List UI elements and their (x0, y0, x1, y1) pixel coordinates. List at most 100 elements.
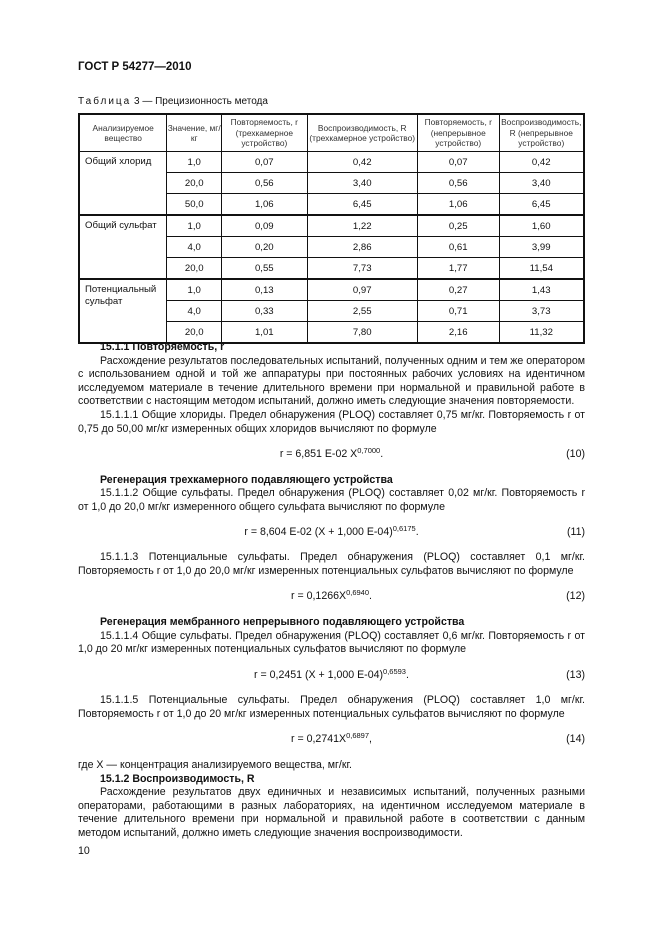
table-row: 4,0 0,20 2,86 0,61 3,99 (79, 236, 585, 258)
value-cell: 2,86 (306, 236, 418, 258)
value-cell: 1,22 (306, 214, 418, 237)
value-cell: 0,33 (221, 300, 308, 322)
col-header: Повторяемость, r (непрерывное устройство… (416, 113, 500, 152)
formula-tail: , (369, 733, 372, 746)
formula-exponent: 0,6593 (383, 666, 406, 676)
value-cell: 0,42 (306, 151, 418, 173)
formula-number: (10) (566, 448, 585, 461)
subheading: Регенерация трехкамерного подавляющего у… (100, 473, 393, 486)
value-cell: 3,73 (498, 300, 585, 322)
formula-exponent: 0,6175 (392, 523, 416, 533)
table-row: 20,0 0,56 3,40 0,56 3,40 (79, 172, 585, 194)
section-15-1-1: 15.1.1 Повторяемость, r Расхождение резу… (78, 341, 585, 841)
formula-tail: . (369, 590, 372, 603)
value-cell: 11,32 (498, 321, 585, 344)
value-cell: 0,97 (306, 278, 418, 301)
formula-13: r = 0,2451 (X + 1,000 E-04)0,6593. (13) (78, 666, 585, 683)
value-cell: 0,25 (416, 214, 500, 237)
value-cell: 0,13 (221, 278, 308, 301)
table-row: 20,0 1,01 7,80 2,16 11,32 (79, 321, 585, 344)
value-cell: 0,07 (416, 151, 500, 173)
formula-exponent: 0,7000 (357, 446, 381, 456)
value-cell: 1,0 (166, 214, 223, 237)
value-cell: 1,60 (498, 214, 585, 237)
formula-number: (14) (566, 733, 585, 746)
formula-body: r = 6,851 E-02 X (279, 448, 358, 461)
substance-cell: Потенциальный сульфат (78, 278, 168, 344)
value-cell: 0,07 (221, 151, 308, 173)
table-row: Общий хлорид 1,0 0,07 0,42 0,07 0,42 (78, 151, 585, 216)
value-cell: 0,20 (221, 236, 308, 258)
value-cell: 3,99 (498, 236, 585, 258)
value-cell: 2,55 (306, 300, 418, 322)
paragraph: 15.1.1.4 Общие сульфаты. Предел обнаруже… (78, 629, 585, 656)
formula-body: r = 8,604 E-02 (X + 1,000 E-04) (244, 525, 393, 538)
formula-number: (11) (566, 525, 585, 538)
formula-14: r = 0,2741X0,6897, (14) (78, 731, 585, 747)
value-cell: 50,0 (166, 193, 223, 216)
paragraph: 15.1.1.1 Общие хлориды. Предел обнаружен… (78, 408, 585, 435)
value-cell: 1,0 (166, 278, 223, 301)
table-row: Потенциальный сульфат 1,0 0,13 0,97 0,27 1,43 (78, 278, 585, 344)
precision-table: Анализируемое вещество Значение, мг/кг П… (78, 113, 585, 344)
col-header: Воспроизводимость, R (трехкамерное устро… (306, 113, 418, 152)
value-cell: 20,0 (166, 172, 223, 194)
value-cell: 0,55 (221, 257, 308, 280)
value-cell: 1,0 (166, 151, 223, 173)
formula-body: r = 0,2741X (291, 733, 347, 746)
paragraph: Расхождение результатов двух единичных и… (78, 786, 585, 840)
value-cell: 11,54 (498, 257, 585, 280)
substance-cell: Общий сульфат (78, 214, 168, 280)
formula-tail: . (415, 525, 419, 538)
table-row: 4,0 0,33 2,55 0,71 3,73 (79, 300, 585, 322)
formula-12: r = 0,1266X0,6940. (12) (78, 588, 585, 604)
col-header: Повторяемость, r (трехкамерное устройств… (221, 113, 308, 152)
section-title: 15.1.2 Воспроизводимость, R (100, 772, 255, 785)
value-cell: 20,0 (166, 321, 223, 344)
document-header: ГОСТ Р 54277—2010 (78, 61, 192, 73)
value-cell: 0,27 (416, 278, 500, 301)
paragraph: 15.1.1.2 Общие сульфаты. Предел обнаруже… (78, 487, 585, 513)
value-cell: 1,01 (221, 321, 308, 344)
value-cell: 0,56 (221, 172, 308, 194)
value-cell: 4,0 (166, 300, 223, 322)
paragraph: Расхождение результатов последовательных… (78, 354, 585, 408)
caption-label: Таблица (78, 96, 132, 107)
section-title: 15.1.1 Повторяемость, r (100, 341, 225, 353)
col-header: Воспроизводимость, R (непрерывное устрой… (498, 113, 585, 152)
formula-number: (13) (566, 668, 585, 681)
paragraph: 15.1.1.5 Потенциальные сульфаты. Предел … (78, 694, 585, 720)
formula-body: r = 0,1266X (291, 590, 347, 603)
where-clause: где X — концентрация анализируемого веще… (78, 759, 352, 772)
value-cell: 4,0 (166, 236, 223, 258)
formula-exponent: 0,6940 (346, 588, 370, 598)
value-cell: 0,42 (498, 151, 585, 173)
substance-cell: Общий хлорид (78, 151, 168, 216)
value-cell: 1,77 (416, 257, 500, 280)
value-cell: 20,0 (166, 257, 223, 280)
value-cell: 6,45 (306, 193, 418, 216)
value-cell: 1,06 (221, 193, 308, 216)
value-cell: 7,73 (306, 257, 418, 280)
value-cell: 0,61 (416, 236, 500, 258)
formula-10: r = 6,851 E-02 X0,7000. (10) (78, 446, 585, 462)
subheading: Регенерация мембранного непрерывного под… (100, 615, 465, 628)
value-cell: 1,43 (498, 278, 585, 301)
table-row: Общий сульфат 1,0 0,09 1,22 0,25 1,60 (78, 214, 585, 280)
formula-exponent: 0,6897 (346, 731, 370, 741)
value-cell: 0,09 (221, 214, 308, 237)
formula-body: r = 0,2451 (X + 1,000 E-04) (254, 668, 384, 681)
page-number: 10 (78, 845, 90, 857)
value-cell: 3,40 (306, 172, 418, 194)
formula-number: (12) (566, 590, 585, 603)
table-caption: Таблица 3 — Прецизионность метода (78, 96, 585, 107)
col-header: Значение, мг/кг (166, 113, 223, 152)
caption-title: 3 — Прецизионность метода (131, 96, 268, 107)
value-cell: 3,40 (498, 172, 585, 194)
formula-11: r = 8,604 E-02 (X + 1,000 E-04)0,6175. (1… (78, 523, 585, 540)
value-cell: 0,56 (416, 172, 500, 194)
value-cell: 7,80 (306, 321, 418, 344)
formula-tail: . (405, 668, 409, 681)
col-header: Анализируемое вещество (78, 113, 168, 152)
value-cell: 1,06 (416, 193, 500, 216)
